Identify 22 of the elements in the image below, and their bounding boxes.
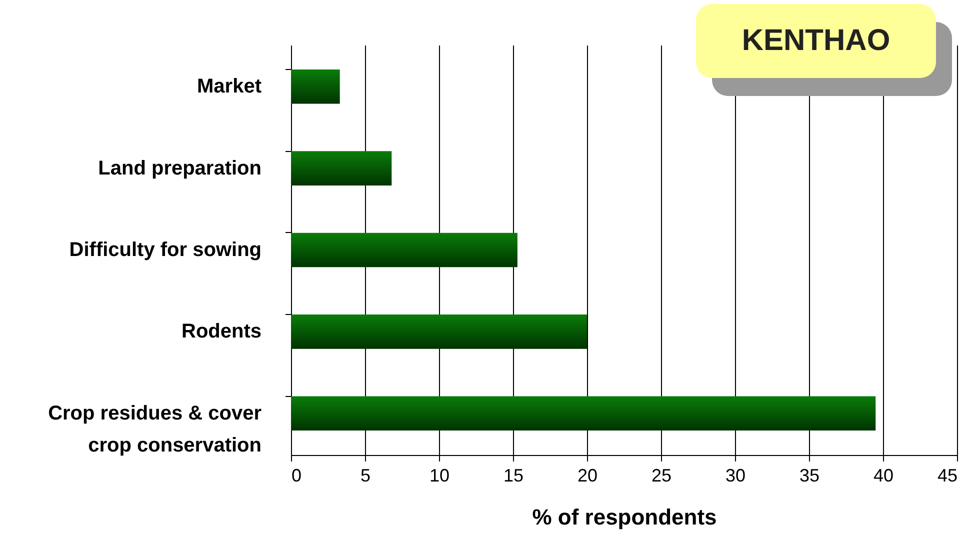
y-tick-label: Difficulty for sowing [69,239,262,261]
bar [291,151,392,186]
y-tick-label: Land preparation [98,157,262,180]
x-tick-label: 15 [503,466,524,486]
x-tick-label: 0 [292,466,302,486]
chart-title: KENTHAO [696,4,936,78]
x-tick-label: 30 [725,466,746,486]
bar [291,314,587,349]
bar [291,232,518,268]
y-tick-label: Rodents [182,320,262,343]
y-tick-label: Market [197,76,262,98]
x-tick-label: 25 [651,466,672,486]
y-tick-label: Crop residues & cover crop conservation [48,402,262,456]
bar [291,396,876,430]
bar [291,70,340,104]
x-axis-title: % of respondents [532,504,717,530]
x-tick-label: 20 [577,466,598,486]
x-tick-label: 45 [937,466,958,486]
x-tick-label: 10 [429,466,450,486]
x-tick-label: 35 [799,466,820,486]
x-tick-label: 5 [360,466,371,486]
x-tick-label: 40 [873,466,894,486]
